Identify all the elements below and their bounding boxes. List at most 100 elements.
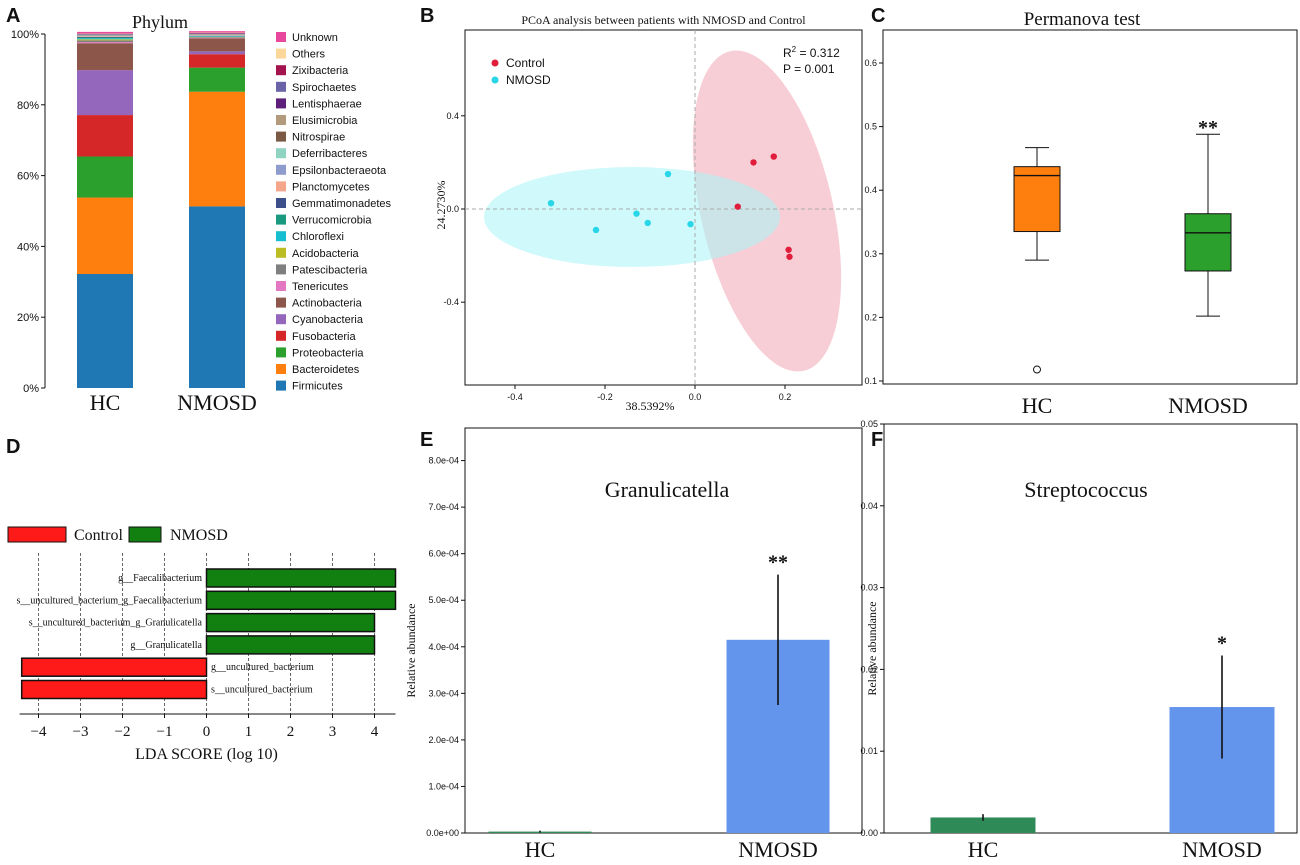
- panel-label-f: F: [871, 429, 883, 451]
- panel-label-e: E: [420, 429, 433, 451]
- panel-f-x-label: NMOSD: [1182, 837, 1261, 862]
- panel-a-legend-label: Fusobacteria: [292, 331, 356, 343]
- panel-c-plot-frame: [882, 29, 1298, 385]
- panel-a-stacked-bar-chart: Phylum 0% 20% 40% 60% 80% 100% HC NMOSD Unknown Ot…: [11, 12, 392, 415]
- panel-a-legend-swatch: [276, 181, 286, 192]
- panel-c-box-hc: [1013, 166, 1061, 233]
- panel-a-legend-swatch: [276, 164, 286, 175]
- panel-b-legend-marker: [491, 76, 499, 84]
- panel-a-bar-segment: [77, 31, 133, 34]
- panel-f-y-tick-label: 0.04: [860, 501, 878, 511]
- panel-f-title: Streptococcus: [1024, 477, 1147, 502]
- panel-e-y-tick-label: 3.0e-04: [428, 688, 459, 698]
- panel-e-title: Granulicatella: [605, 477, 730, 502]
- panel-a-bar-segment: [189, 67, 245, 92]
- panel-b-nmosd-ellipse: [484, 167, 780, 267]
- panel-c-y-tick-label: 0.3: [864, 249, 877, 259]
- panel-e-y-tick-label: 8.0e-04: [428, 456, 459, 466]
- panel-b-r2-annotation: R2 = 0.312: [783, 45, 840, 60]
- panel-a-bar-segment: [77, 37, 133, 39]
- panel-a-legend-swatch: [276, 81, 286, 92]
- panel-a-y-tick-label: 20%: [17, 312, 39, 324]
- panel-b-point-nmosd: [644, 219, 651, 227]
- panel-d-feature-label: g__Granulicatella: [130, 640, 202, 651]
- panel-f-y-tick-label: 0.01: [860, 746, 878, 756]
- panel-b-legend-label: Control: [506, 56, 545, 70]
- panel-a-legend-label: Cyanobacteria: [292, 314, 364, 326]
- panel-a-bar-segment: [189, 51, 245, 55]
- panel-d-bar-control: [20, 679, 208, 700]
- panel-a-legend-swatch: [276, 297, 286, 308]
- panel-a-legend-label: Spirochaetes: [292, 82, 357, 94]
- panel-a-y-tick-label: 60%: [17, 171, 39, 183]
- panel-c-outlier-hc: [1033, 365, 1041, 374]
- panel-d-bar-control: [20, 657, 208, 677]
- panel-a-legend-label: Lentisphaerae: [292, 98, 362, 110]
- panel-a-bar-segment: [189, 91, 245, 207]
- panel-e-y-tick-label: 1.0e-04: [428, 781, 459, 791]
- panel-a-bar-segment: [77, 70, 133, 116]
- panel-d-legend-swatch-control: [7, 526, 67, 543]
- panel-a-bar-segment: [189, 31, 245, 33]
- panel-f-y-tick-label: 0.05: [860, 419, 878, 429]
- panel-label-c: C: [871, 5, 885, 27]
- panel-a-legend-swatch: [276, 131, 286, 142]
- panel-d-bar-nmosd: [205, 612, 376, 633]
- panel-d-x-tick-label: −4: [31, 724, 47, 740]
- panel-e-y-tick-label: 7.0e-04: [428, 502, 459, 512]
- panel-a-legend-label: Zixibacteria: [292, 65, 349, 77]
- panel-a-legend-swatch: [276, 48, 286, 59]
- panel-a-bar-segment: [77, 36, 133, 37]
- panel-d-lda-chart: Control NMOSD g__Faecalibacterium s__uncult…: [7, 526, 397, 763]
- panel-c-y-tick-label: 0.4: [864, 185, 877, 195]
- panel-a-legend-swatch: [276, 214, 286, 225]
- panel-a-legend-swatch: [276, 65, 286, 76]
- panel-d-x-tick-label: 1: [245, 724, 253, 740]
- panel-a-bar-segment: [77, 36, 133, 38]
- panel-c-y-tick-label: 0.2: [864, 312, 877, 322]
- panel-e-y-label: Relative abundance: [404, 603, 418, 697]
- panel-a-legend-swatch: [276, 247, 286, 258]
- panel-d-x-tick-label: 3: [329, 724, 337, 740]
- panel-label-a: A: [6, 5, 20, 27]
- panel-d-x-tick-label: −3: [73, 724, 89, 740]
- panel-a-x-label: NMOSD: [177, 390, 256, 415]
- panel-c-significance: **: [1198, 117, 1218, 139]
- panel-f-plot-frame: [883, 423, 1298, 834]
- panel-f-y-tick-label: 0.02: [860, 664, 878, 674]
- panel-a-legend-label: Bacteroidetes: [292, 364, 360, 376]
- panel-d-legend-swatch-nmosd: [128, 526, 162, 543]
- panel-a-legend-label: Deferribacteres: [292, 148, 368, 160]
- panel-b-title: PCoA analysis between patients with NMOS…: [521, 13, 806, 27]
- panel-b-y-label: 24.2730%: [434, 181, 448, 230]
- panel-b-pcoa-scatter: PCoA analysis between patients with NMOS…: [434, 13, 863, 413]
- panel-b-point-control: [786, 253, 793, 260]
- panel-f-bar-hc: [930, 817, 1036, 833]
- panel-c-box-nmosd: [1184, 213, 1232, 272]
- panel-a-bar-segment: [77, 42, 133, 44]
- panel-e-y-tick-label: 2.0e-04: [428, 735, 459, 745]
- panel-a-legend-swatch: [276, 115, 286, 125]
- panel-b-x-label: 38.5392%: [626, 399, 675, 413]
- panel-d-feature-label: s__uncultured_bacterium: [211, 685, 313, 696]
- panel-a-y-tick-label: 0%: [23, 383, 39, 395]
- panel-b-y-tick-label: -0.4: [443, 297, 459, 307]
- panel-b-point-nmosd: [687, 220, 694, 228]
- panel-e-plot-frame: [464, 427, 863, 834]
- panel-d-legend-label: Control: [74, 527, 123, 544]
- panel-a-legend-label: Elusimicrobia: [292, 115, 358, 127]
- panel-a-bar-segment: [189, 37, 245, 38]
- panel-a-legend-label: Epsilonbacteraeota: [292, 165, 387, 177]
- panel-a-legend-swatch: [276, 264, 286, 275]
- panel-a-legend-swatch: [276, 347, 286, 358]
- panel-c-y-tick-label: 0.6: [864, 58, 877, 68]
- panel-b-point-control: [750, 159, 757, 166]
- panel-a-y-tick-label: 80%: [17, 100, 39, 112]
- panel-d-x-tick-label: −2: [115, 724, 131, 740]
- panel-e-x-label: HC: [525, 837, 556, 862]
- panel-a-bar-segment: [77, 274, 133, 388]
- panel-label-b: B: [420, 5, 434, 27]
- panel-d-legend-label: NMOSD: [170, 527, 228, 544]
- panel-a-bar-segment: [77, 43, 133, 71]
